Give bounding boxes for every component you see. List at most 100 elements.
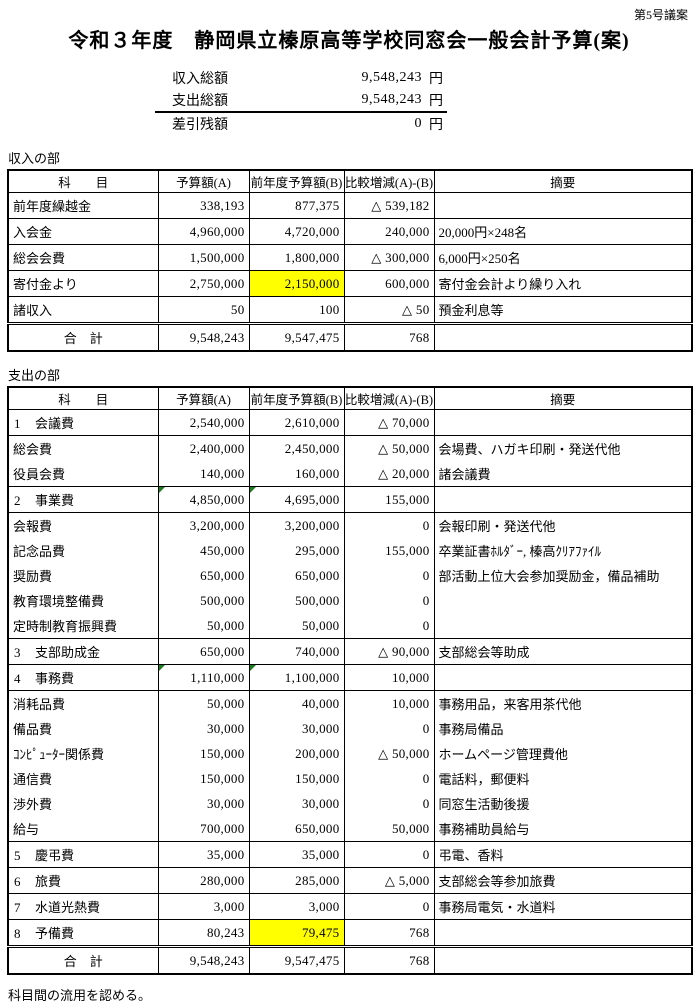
cell-diff: 0: [343, 563, 435, 588]
col-header-prev-budget-b: 前年度予算額(B): [248, 169, 345, 193]
table-row: 入会金 4,960,000 4,720,000 240,000 20,000円×248名: [7, 218, 693, 245]
cell-remark: 支部総会等助成: [433, 638, 693, 665]
table-row: 3 支部助成金 650,000 740,000 △ 90,000 支部総会等助成: [7, 638, 693, 665]
item-label: 総会費: [13, 442, 53, 457]
item-label: 支部助成金: [35, 645, 101, 660]
cell-item: 会報費: [7, 512, 159, 538]
cell-prev-budget-b: 150,000: [248, 766, 345, 791]
table-row: 渉外費 30,000 30,000 0 同窓生活動後援: [7, 791, 693, 816]
expense-section-label: 支出の部: [8, 368, 61, 383]
total-row: 合 計 9,548,243 9,547,475 768: [7, 322, 693, 352]
cell-diff: 768: [343, 919, 435, 947]
table-row: 記念品費 450,000 295,000 155,000 卒業証書ﾎﾙﾀﾞｰ, 榛高ｸﾘ…: [7, 538, 693, 563]
cell-budget-a: 150,000: [157, 741, 250, 766]
cell-budget-a: 4,850,000: [157, 486, 250, 513]
cell-prev-budget-b: 650,000: [248, 563, 345, 588]
cell-item: 総会費: [7, 435, 159, 461]
cell-budget-a: 140,000: [157, 461, 250, 487]
item-number: 7: [14, 900, 21, 915]
table-row: 備品費 30,000 30,000 0 事務局備品: [7, 716, 693, 741]
table-row: ｺﾝﾋﾟｭｰﾀｰ関係費 150,000 200,000 △ 50,000 ホームページ管…: [7, 741, 693, 766]
cell-item: 5 慶弔費: [7, 841, 159, 868]
item-label: 役員会費: [13, 467, 66, 482]
cell-diff: △ 90,000: [343, 638, 435, 665]
cell-item: 給与: [7, 816, 159, 842]
col-header-remark: 摘要: [433, 386, 693, 410]
cell-item: 前年度繰越金: [7, 192, 159, 219]
cell-prev-budget-b: 160,000: [248, 461, 345, 487]
cell-budget-a: 2,750,000: [157, 270, 250, 297]
cell-item: 6 旅費: [7, 867, 159, 894]
cell-budget-a: 2,400,000: [157, 435, 250, 461]
income-section-label: 収入の部: [8, 151, 61, 166]
table-row: 6 旅費 280,000 285,000 △ 5,000 支部総会等参加旅費: [7, 867, 693, 894]
cell-remark: [433, 588, 693, 613]
item-label: 定時制教育振興費: [13, 619, 118, 634]
cell-budget-a: 2,540,000: [157, 409, 250, 436]
cell-budget-a: 4,960,000: [157, 218, 250, 245]
cell-remark: 支部総会等参加旅費: [433, 867, 693, 894]
cell-budget-a: 3,000: [157, 893, 250, 920]
summary-label: 収入総額: [172, 72, 228, 87]
item-label: 記念品費: [13, 544, 66, 559]
cell-item: 寄付金より: [7, 270, 159, 297]
col-header-budget-a: 予算額(A): [157, 169, 250, 193]
cell-remark: [433, 486, 693, 513]
cell-diff: 0: [343, 588, 435, 613]
cell-remark: [433, 322, 693, 352]
item-label: 事業費: [35, 493, 75, 508]
item-label: ｺﾝﾋﾟｭｰﾀｰ関係費: [13, 747, 105, 762]
item-label: 入会金: [13, 225, 53, 240]
item-label: 諸収入: [13, 303, 53, 318]
cell-remark: 預金利息等: [433, 296, 693, 324]
item-label: 渉外費: [13, 797, 53, 812]
cell-item: 8 予備費: [7, 919, 159, 947]
summary-row-balance: 差引残額 0 円: [155, 111, 447, 135]
cell-item: 役員会費: [7, 461, 159, 487]
cell-item: 入会金: [7, 218, 159, 245]
cell-item: 記念品費: [7, 538, 159, 563]
table-row: 消耗品費 50,000 40,000 10,000 事務用品，来客用茶代他: [7, 690, 693, 716]
cell-remark: [433, 919, 693, 947]
table-row: 役員会費 140,000 160,000 △ 20,000 諸会議費: [7, 461, 693, 487]
item-label: 消耗品費: [13, 697, 66, 712]
cell-diff: △ 50,000: [343, 435, 435, 461]
cell-item: 2 事業費: [7, 486, 159, 513]
summary-row-expense-total: 支出総額 9,548,243 円: [155, 89, 447, 111]
cell-remark: 事務用品，来客用茶代他: [433, 690, 693, 716]
cell-remark: [433, 192, 693, 219]
summary-label: 差引残額: [172, 118, 228, 133]
page-title: 令和３年度 静岡県立榛原高等学校同窓会一般会計予算(案): [68, 30, 630, 52]
table-row: 通信費 150,000 150,000 0 電話料，郵便料: [7, 766, 693, 791]
cell-item: 定時制教育振興費: [7, 613, 159, 639]
summary-unit: 円: [429, 118, 443, 133]
cell-prev-budget-b: 9,547,475: [248, 322, 345, 352]
cell-item: 合 計: [7, 945, 159, 975]
cell-budget-a: 280,000: [157, 867, 250, 894]
cell-item: 総会会費: [7, 244, 159, 271]
item-label: 通信費: [13, 772, 53, 787]
cell-budget-a: 9,548,243: [157, 945, 250, 975]
col-header-diff: 比較増減(A)-(B): [343, 386, 435, 410]
cell-prev-budget-b: 740,000: [248, 638, 345, 665]
cell-item: 消耗品費: [7, 690, 159, 716]
table-row: 給与 700,000 650,000 50,000 事務補助員給与: [7, 816, 693, 842]
cell-prev-budget-b: 285,000: [248, 867, 345, 894]
item-label: 備品費: [13, 722, 53, 737]
cell-budget-a: 80,243: [157, 919, 250, 947]
item-label: 前年度繰越金: [13, 199, 92, 214]
cell-diff: 600,000: [343, 270, 435, 297]
cell-budget-a: 650,000: [157, 563, 250, 588]
item-label: 会報費: [13, 519, 53, 534]
cell-prev-budget-b: 30,000: [248, 716, 345, 741]
cell-item: ｺﾝﾋﾟｭｰﾀｰ関係費: [7, 741, 159, 766]
item-label: 奨励費: [13, 569, 53, 584]
cell-remark: 事務局電気・水道料: [433, 893, 693, 920]
cell-item: 渉外費: [7, 791, 159, 816]
summary-row-income-total: 収入総額 9,548,243 円: [155, 67, 447, 89]
cell-item: 4 事務費: [7, 664, 159, 691]
cell-prev-budget-b: 650,000: [248, 816, 345, 842]
table-row: 8 予備費 80,243 79,475 768: [7, 919, 693, 947]
cell-remark: 会場費、ハガキ印刷・発送代他: [433, 435, 693, 461]
cell-prev-budget-b: 50,000: [248, 613, 345, 639]
